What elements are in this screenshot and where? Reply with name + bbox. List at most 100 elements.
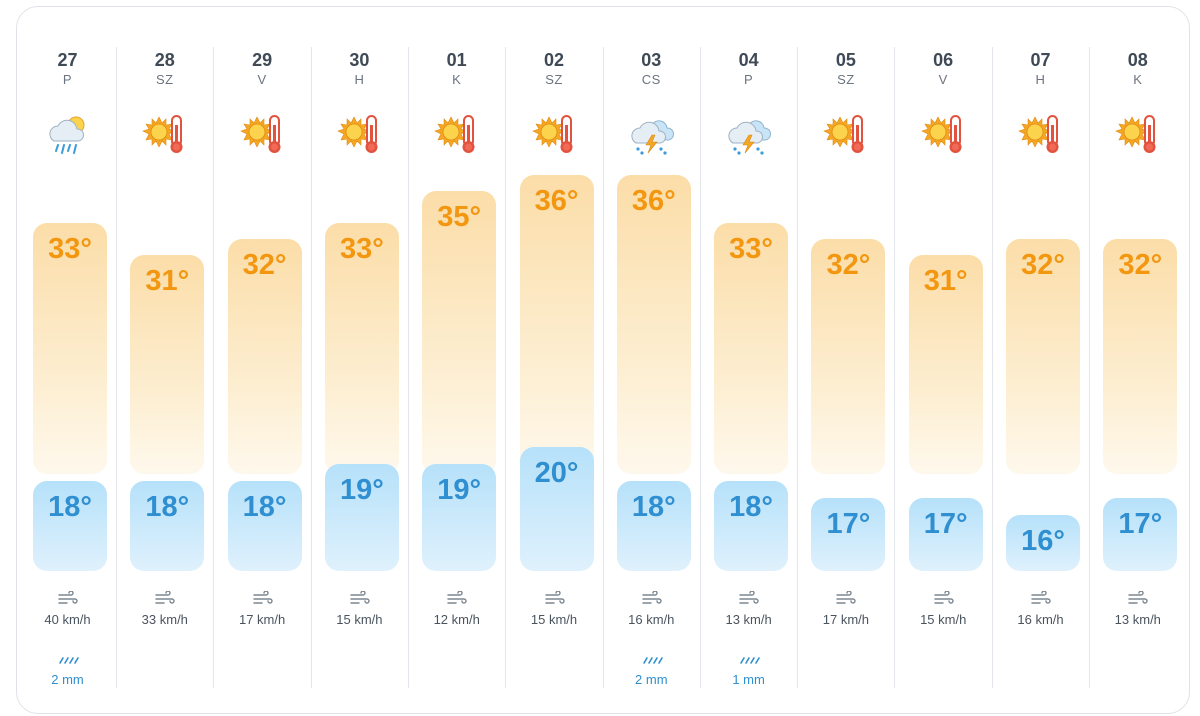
wind-speed: 15 km/h xyxy=(336,612,383,627)
wind-icon xyxy=(1127,590,1149,605)
wind-speed: 15 km/h xyxy=(530,612,578,627)
wind-speed: 17 km/h xyxy=(822,612,870,627)
wind-icon xyxy=(252,590,274,605)
wind-speed: 16 km/h xyxy=(1017,612,1064,627)
high-temp-bar: 31° xyxy=(130,255,205,474)
rain-amount: 1 mm xyxy=(732,672,765,687)
day-weekday: V xyxy=(257,72,267,87)
high-temp-bar: 35° xyxy=(422,191,497,474)
wind-speed: 40 km/h xyxy=(44,612,91,627)
low-temp-bar: 17° xyxy=(908,498,983,571)
high-temp-value: 33° xyxy=(48,233,92,265)
high-temp-value: 31° xyxy=(923,265,968,297)
day-date: 29 xyxy=(252,50,273,70)
wind-speed: 12 km/h xyxy=(433,612,480,627)
low-temp-value: 18° xyxy=(145,491,190,523)
low-temp-bar: 17° xyxy=(1103,498,1178,571)
day-date: 30 xyxy=(349,50,370,70)
high-temp-bar: 36° xyxy=(616,175,691,474)
day-weekday: H xyxy=(1035,72,1046,87)
high-temp-bar: 32° xyxy=(811,239,886,474)
low-temp-bar: 19° xyxy=(422,464,497,571)
rain-icon xyxy=(641,652,663,664)
high-temp-bar: 33° xyxy=(33,223,107,474)
low-temp-bar: 16° xyxy=(1006,515,1080,571)
high-temp-bar: 32° xyxy=(1103,239,1178,474)
low-temp-value: 18° xyxy=(631,491,676,523)
day-weekday: K xyxy=(1133,72,1143,87)
high-temp-value: 33° xyxy=(729,233,774,265)
wind-icon xyxy=(57,590,79,605)
day-weekday: P xyxy=(744,72,754,87)
low-temp-value: 17° xyxy=(923,508,968,540)
day-date: 05 xyxy=(835,50,856,70)
sun-thermometer-icon xyxy=(239,111,287,159)
wind-speed: 13 km/h xyxy=(1114,612,1161,627)
low-temp-bar: 17° xyxy=(811,498,886,571)
rain-icon xyxy=(57,652,79,664)
high-temp-value: 32° xyxy=(1021,249,1065,281)
day-date: 02 xyxy=(543,50,565,70)
high-temp-bar: 32° xyxy=(1006,239,1080,474)
day-weekday: SZ xyxy=(155,72,174,87)
low-temp-bar: 20° xyxy=(519,447,594,571)
day-column[interactable]: 06 V 31° 17° 15 km/h xyxy=(895,47,993,688)
day-weekday: SZ xyxy=(837,72,855,87)
low-temp-value: 19° xyxy=(339,474,384,506)
high-temp-bar: 31° xyxy=(908,255,983,474)
sun-thermometer-icon xyxy=(433,111,481,159)
low-temp-bar: 18° xyxy=(33,481,107,571)
day-date: 01 xyxy=(446,50,467,70)
wind-speed: 13 km/h xyxy=(725,612,772,627)
day-weekday: H xyxy=(354,72,365,87)
high-temp-value: 32° xyxy=(242,249,287,281)
day-weekday: P xyxy=(62,72,73,87)
wind-icon xyxy=(933,590,955,605)
low-temp-bar: 18° xyxy=(616,481,691,571)
high-temp-bar: 32° xyxy=(227,239,302,474)
high-temp-bar: 36° xyxy=(519,175,594,474)
day-column[interactable]: 30 H 33° 19° 15 km/h xyxy=(311,47,409,688)
thunderstorm-cloud-icon xyxy=(628,111,676,159)
high-temp-value: 32° xyxy=(826,249,871,281)
high-temp-value: 32° xyxy=(1118,249,1163,281)
rain-amount: 2 mm xyxy=(51,672,84,687)
wind-icon xyxy=(349,590,371,605)
day-column[interactable]: 02 SZ 36° 20° 15 km/h xyxy=(506,47,604,688)
day-column[interactable]: 07 H 32° 16° 16 km/h xyxy=(992,47,1090,688)
wind-icon xyxy=(446,590,468,605)
sun-thermometer-icon xyxy=(336,111,384,159)
day-date: 04 xyxy=(738,50,759,70)
day-column[interactable]: 04 P 33° 18° 13 km/h 1 mm xyxy=(700,47,799,688)
day-weekday: CS xyxy=(641,72,661,87)
high-temp-bar: 33° xyxy=(714,223,789,474)
day-column[interactable]: 27 P 33° 18° 40 km/h 2 mm xyxy=(19,47,117,688)
wind-icon xyxy=(154,590,176,605)
day-weekday: K xyxy=(452,72,462,87)
high-temp-value: 31° xyxy=(145,265,190,297)
low-temp-value: 17° xyxy=(1118,508,1163,540)
day-column[interactable]: 29 V 32° 18° 17 km/h xyxy=(214,47,312,688)
low-temp-bar: 18° xyxy=(130,481,205,571)
wind-speed: 15 km/h xyxy=(920,612,967,627)
day-date: 27 xyxy=(57,50,78,70)
sun-thermometer-icon xyxy=(920,111,968,159)
day-column[interactable]: 01 K 35° 19° 12 km/h xyxy=(408,47,507,688)
rain-amount: 2 mm xyxy=(635,672,668,687)
wind-icon xyxy=(641,590,663,605)
sun-thermometer-icon xyxy=(1114,111,1162,159)
day-column[interactable]: 03 CS 36° 18° 16 km/h 2 mm xyxy=(603,47,701,688)
forecast-card: 27 P 33° 18° 40 km/h 2 mm 28 SZ 31° 18° 33 km… xyxy=(16,6,1190,714)
day-column[interactable]: 08 K 32° 17° 13 km/h xyxy=(1089,47,1186,688)
day-column[interactable]: 05 SZ 32° 17° 17 km/h xyxy=(797,47,896,688)
rain-cloud-sun-icon xyxy=(44,111,92,159)
low-temp-value: 18° xyxy=(729,491,774,523)
wind-icon xyxy=(835,590,857,605)
day-column[interactable]: 28 SZ 31° 18° 33 km/h xyxy=(116,47,215,688)
rain-icon xyxy=(738,652,760,664)
day-date: 07 xyxy=(1030,50,1051,70)
wind-speed: 33 km/h xyxy=(141,612,188,627)
low-temp-value: 18° xyxy=(48,491,92,523)
sun-thermometer-icon xyxy=(141,111,189,159)
day-date: 06 xyxy=(933,50,954,70)
